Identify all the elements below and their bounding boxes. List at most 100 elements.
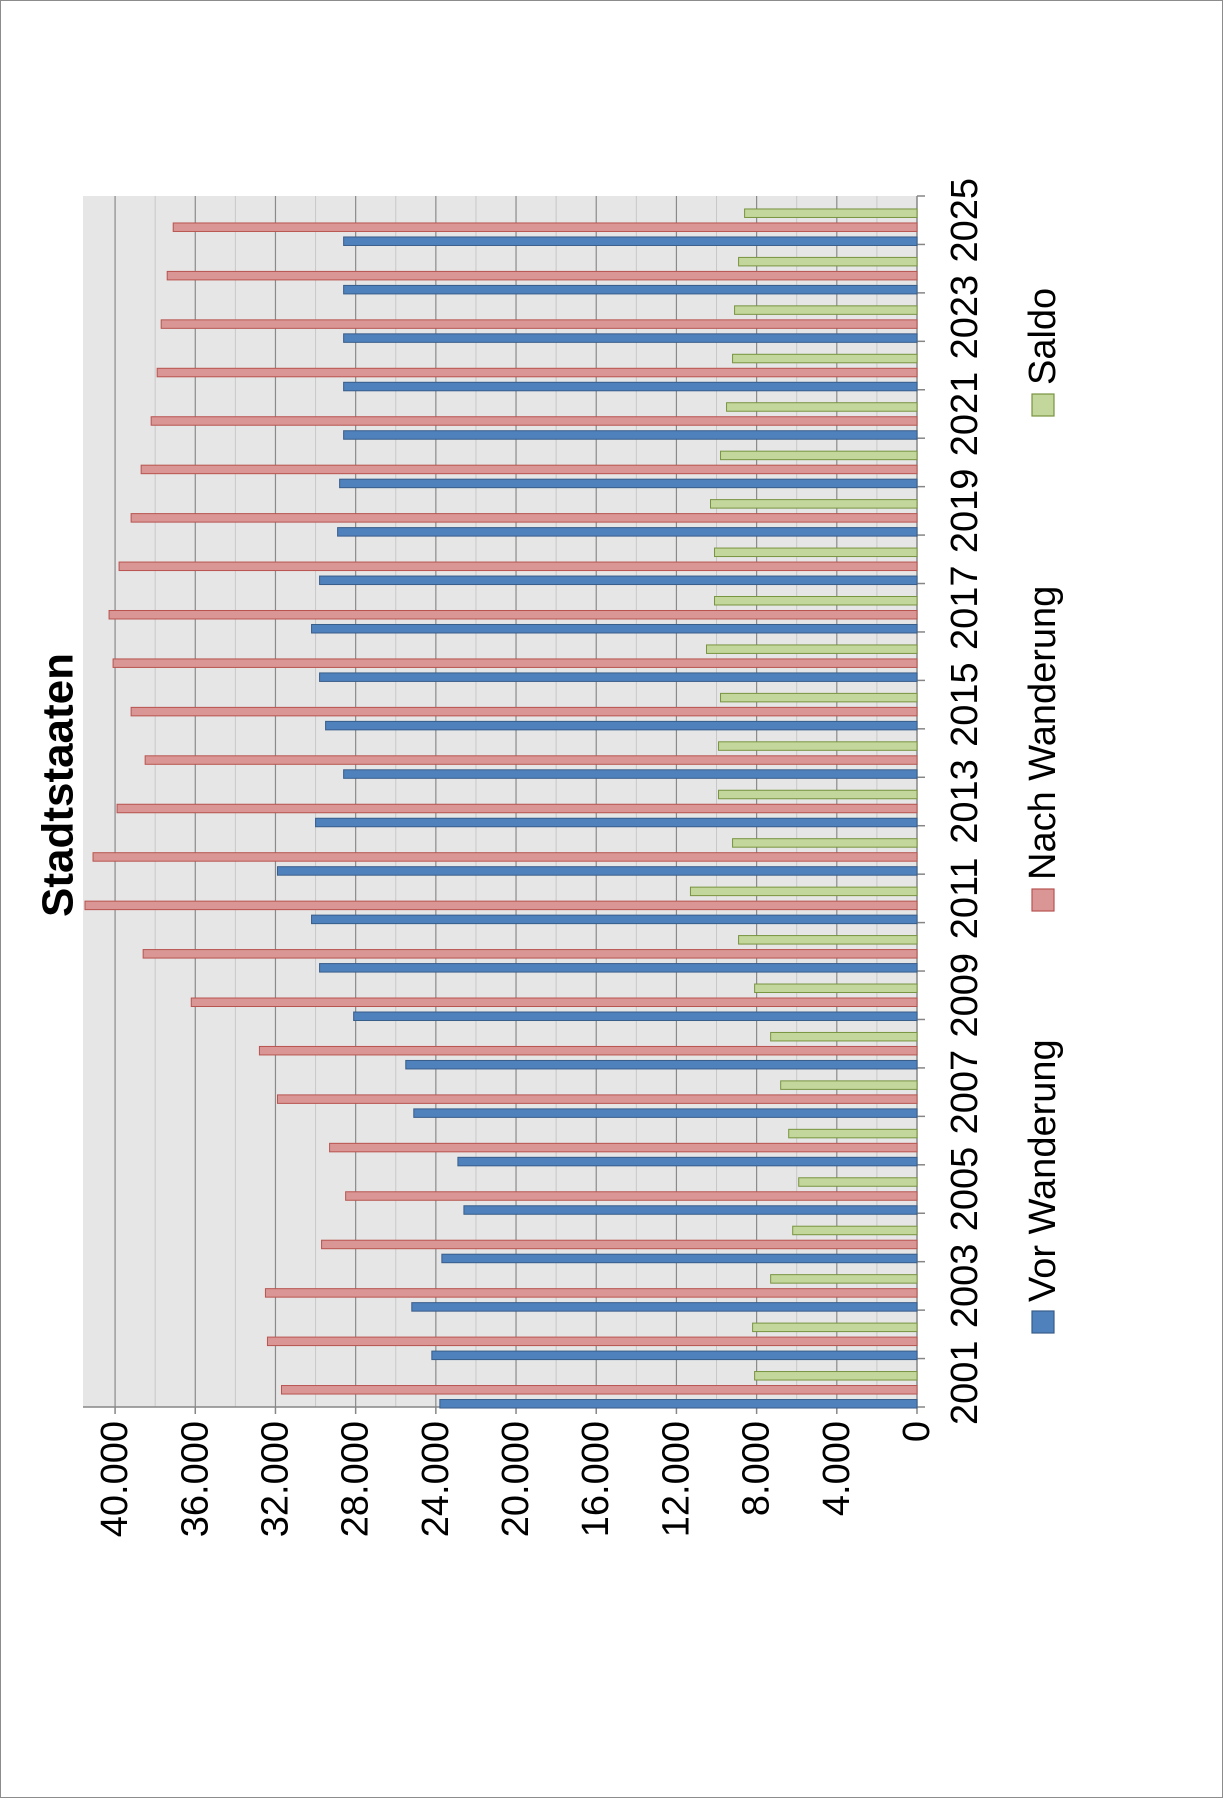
value-tick-label: 16.000 — [575, 1421, 617, 1537]
bar-nach-wanderung-2021 — [150, 416, 918, 426]
value-tick-label: 8.000 — [736, 1421, 778, 1516]
bar-saldo-2013 — [718, 789, 918, 800]
bar-saldo-2022 — [732, 353, 918, 364]
value-tick-label: 4.000 — [816, 1421, 858, 1516]
category-tick-label: 2007 — [944, 1050, 986, 1135]
bar-vor-wanderung-2024 — [343, 284, 918, 295]
value-tick-label: 28.000 — [335, 1421, 377, 1537]
bar-vor-wanderung-2010 — [319, 963, 918, 973]
category-tick-label: 2003 — [944, 1244, 986, 1329]
bar-vor-wanderung-2009 — [353, 1011, 918, 1022]
bar-saldo-2003 — [770, 1274, 918, 1284]
bar-vor-wanderung-2015 — [325, 720, 918, 731]
plot-area: 0 4.000 8.000 12.000 16.000 20.000 24.000 28.00… — [83, 178, 986, 1537]
category-tick-label: 2015 — [944, 662, 986, 747]
bar-saldo-2025 — [744, 208, 918, 218]
bar-saldo-2002 — [752, 1322, 918, 1333]
category-tick-label: 2023 — [944, 275, 986, 360]
bar-vor-wanderung-2020 — [339, 478, 918, 489]
category-tick-label: 2013 — [944, 759, 986, 844]
bar-vor-wanderung-2014 — [343, 769, 918, 779]
category-tick-label: 2009 — [944, 953, 986, 1038]
bar-nach-wanderung-2024 — [166, 270, 918, 281]
bar-saldo-2015 — [720, 692, 918, 703]
value-tick-label: 24.000 — [415, 1421, 457, 1537]
bar-saldo-2020 — [720, 450, 918, 461]
bar-saldo-2021 — [726, 402, 918, 412]
category-tick-label: 2025 — [944, 178, 986, 263]
bar-saldo-2023 — [734, 305, 918, 315]
bar-nach-wanderung-2010 — [142, 949, 918, 959]
bar-saldo-2005 — [798, 1177, 918, 1187]
bar-saldo-2001 — [754, 1371, 918, 1381]
category-tick-label: 2001 — [944, 1341, 986, 1426]
bar-nach-wanderung-2009 — [190, 997, 918, 1008]
bar-vor-wanderung-2008 — [405, 1059, 918, 1070]
value-tick-label: 12.000 — [655, 1421, 697, 1537]
bar-vor-wanderung-2023 — [343, 333, 918, 343]
bar-saldo-2004 — [792, 1225, 918, 1236]
bar-saldo-2007 — [780, 1080, 918, 1090]
value-tick-label: 20.000 — [495, 1421, 537, 1537]
bar-nach-wanderung-2015 — [130, 706, 918, 717]
bar-nach-wanderung-2020 — [140, 464, 918, 475]
bar-vor-wanderung-2021 — [343, 430, 918, 440]
value-tick-label: 32.000 — [254, 1421, 296, 1537]
bar-vor-wanderung-2007 — [413, 1108, 918, 1118]
bar-vor-wanderung-2025 — [343, 236, 918, 246]
bar-saldo-2010 — [738, 935, 918, 945]
bar-saldo-2006 — [788, 1128, 918, 1139]
bar-saldo-2012 — [732, 838, 918, 848]
bar-vor-wanderung-2003 — [411, 1302, 918, 1312]
bar-vor-wanderung-2013 — [315, 817, 918, 828]
bar-vor-wanderung-2002 — [431, 1350, 918, 1361]
bar-saldo-2018 — [714, 547, 918, 558]
bar-nach-wanderung-2008 — [258, 1045, 918, 1056]
bar-nach-wanderung-2023 — [160, 319, 918, 329]
bar-nach-wanderung-2014 — [144, 755, 918, 765]
bar-nach-wanderung-2016 — [112, 658, 918, 668]
value-tick-label: 36.000 — [174, 1421, 216, 1537]
bar-nach-wanderung-2025 — [172, 222, 918, 232]
bar-nach-wanderung-2002 — [266, 1336, 918, 1347]
bar-nach-wanderung-2007 — [276, 1094, 918, 1104]
legend-swatch-vor-wanderung — [1031, 1310, 1055, 1334]
bar-nach-wanderung-2003 — [264, 1288, 918, 1298]
legend: Vor Wanderung Nach Wanderung Saldo — [1022, 288, 1064, 1334]
bar-vor-wanderung-2006 — [457, 1156, 918, 1167]
category-tick-label: 2019 — [944, 469, 986, 554]
value-tick-label: 40.000 — [94, 1421, 136, 1537]
bar-nach-wanderung-2018 — [118, 561, 918, 572]
bar-nach-wanderung-2013 — [116, 803, 918, 814]
legend-label-nach-wanderung: Nach Wanderung — [1022, 586, 1064, 880]
bar-nach-wanderung-2004 — [321, 1239, 918, 1250]
bar-saldo-2014 — [718, 741, 918, 751]
bar-vor-wanderung-2022 — [343, 381, 918, 392]
bar-saldo-2017 — [714, 595, 918, 606]
bar-saldo-2016 — [705, 644, 918, 654]
bar-nach-wanderung-2019 — [130, 513, 918, 523]
bar-nach-wanderung-2005 — [345, 1191, 918, 1201]
bar-nach-wanderung-2022 — [156, 367, 918, 378]
value-tick-label: 0 — [896, 1421, 938, 1442]
bar-vor-wanderung-2017 — [311, 623, 918, 634]
legend-swatch-saldo — [1031, 393, 1055, 417]
bar-nach-wanderung-2017 — [108, 609, 918, 620]
legend-label-saldo: Saldo — [1022, 288, 1064, 385]
plot-background — [83, 196, 917, 1407]
legend-label-vor-wanderung: Vor Wanderung — [1022, 1039, 1064, 1302]
bar-saldo-2011 — [689, 886, 918, 897]
bar-vor-wanderung-2018 — [319, 575, 918, 586]
bar-nach-wanderung-2011 — [84, 900, 918, 911]
bar-nach-wanderung-2006 — [329, 1142, 918, 1153]
bar-vor-wanderung-2001 — [439, 1399, 918, 1409]
category-tick-label: 2011 — [944, 858, 986, 940]
bar-vor-wanderung-2011 — [311, 914, 918, 925]
chart-title: Stadtstaaten — [34, 653, 83, 917]
bar-vor-wanderung-2016 — [319, 672, 918, 682]
category-tick-label: 2017 — [944, 565, 986, 650]
category-tick-label: 2021 — [944, 372, 986, 457]
category-tick-label: 2005 — [944, 1147, 986, 1232]
bar-vor-wanderung-2019 — [337, 527, 918, 537]
